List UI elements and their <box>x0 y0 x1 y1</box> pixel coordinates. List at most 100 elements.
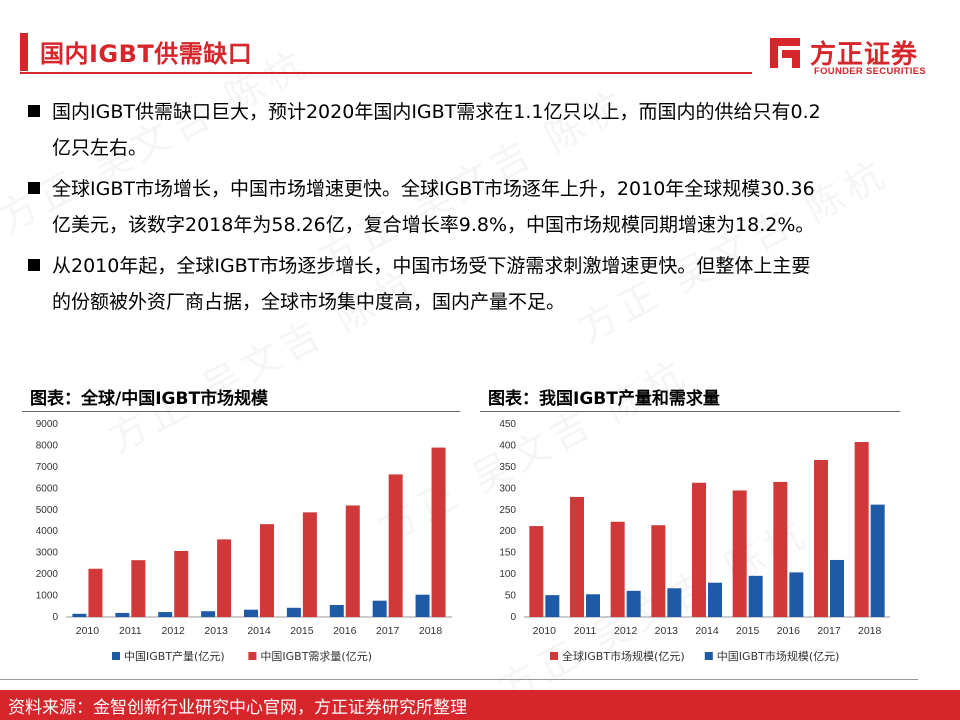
bar <box>388 474 403 617</box>
bar <box>789 572 804 617</box>
x-tick-label: 2014 <box>695 625 719 637</box>
y-tick-label: 200 <box>499 526 516 537</box>
chart-china-output-demand: 0 50 100 150 200 250 300 350 400 450 2010 2011 2012 2… <box>499 419 890 663</box>
bar <box>529 526 544 617</box>
page-title: 国内IGBT供需缺口 <box>40 40 253 68</box>
legend-swatch <box>112 652 120 660</box>
bar <box>651 525 666 617</box>
footer-bar: 资料来源：金智创新行业研究中心官网，方正证券研究所整理 <box>0 690 960 720</box>
chart-title-divider <box>480 411 900 412</box>
bar <box>174 550 189 617</box>
y-tick-label: 400 <box>499 440 516 451</box>
bar <box>748 575 763 617</box>
company-logo: 方正证券 FOUNDER SECURITIES <box>768 36 938 82</box>
bar <box>286 607 301 617</box>
logo-text-en: FOUNDER SECURITIES <box>814 66 927 77</box>
bullet-line: 亿美元，该数字2018年为58.26亿，复合增长率9.8%，中国市场规模同期增速… <box>52 214 815 236</box>
bar <box>667 588 682 617</box>
bar <box>72 613 87 617</box>
bar <box>158 612 173 617</box>
bullet-square-icon <box>28 259 40 271</box>
x-tick-label: 2012 <box>614 625 638 637</box>
bar <box>854 442 869 617</box>
x-tick-label: 2010 <box>533 625 557 637</box>
bullet-line: 亿只左右。 <box>52 137 148 159</box>
bullet-line: 全球IGBT市场增长，中国市场增速更快。全球IGBT市场逐年上升，2010年全球… <box>52 178 815 200</box>
chart-title-divider <box>22 411 460 412</box>
bar <box>570 496 584 617</box>
bar <box>692 482 706 617</box>
x-tick-label: 2011 <box>574 625 597 637</box>
bullet-item: 全球IGBT市场增长，中国市场增速更快。全球IGBT市场逐年上升，2010年全球… <box>22 171 902 243</box>
y-tick-label: 100 <box>499 569 516 580</box>
y-tick-label: 3000 <box>36 548 59 559</box>
x-tick-label: 2010 <box>76 625 100 637</box>
x-tick-label: 2014 <box>247 625 271 637</box>
bar <box>830 559 844 617</box>
legend-swatch <box>550 652 558 660</box>
bullet-item: 从2010年起，全球IGBT市场逐步增长，中国市场受下游需求刺激增速更快。但整体… <box>22 248 902 320</box>
bar <box>773 481 788 617</box>
x-tick-label: 2013 <box>204 625 228 637</box>
y-tick-label: 0 <box>510 612 516 623</box>
bar <box>302 512 317 617</box>
legend-label: 中国IGBT产量(亿元) <box>124 649 225 663</box>
bar <box>431 447 446 617</box>
bar <box>244 609 258 617</box>
bullet-square-icon <box>28 105 40 117</box>
bar <box>814 460 828 617</box>
legend-label: 全球IGBT市场规模(亿元) <box>562 649 685 663</box>
y-tick-label: 150 <box>499 548 516 559</box>
y-tick-label: 5000 <box>36 505 59 516</box>
bar <box>88 568 103 617</box>
title-accent-bar <box>20 33 28 71</box>
x-tick-label: 2017 <box>817 625 841 637</box>
x-tick-label: 2015 <box>736 625 760 637</box>
y-tick-label: 4000 <box>36 526 59 537</box>
bar <box>732 490 747 617</box>
y-tick-label: 250 <box>499 505 516 516</box>
bullet-line: 从2010年起，全球IGBT市场逐步增长，中国市场受下游需求刺激增速更快。但整体… <box>52 255 811 277</box>
chart-global-china-market: 0 1000 2000 3000 4000 5000 6000 7000 8000 9000 201… <box>36 419 452 663</box>
source-note: 资料来源：金智创新行业研究中心官网，方正证券研究所整理 <box>8 698 467 718</box>
x-tick-label: 2016 <box>777 625 801 637</box>
bar <box>131 560 146 617</box>
bar <box>415 594 430 617</box>
legend-label: 中国IGBT需求量(亿元) <box>260 650 372 663</box>
chart-title-left: 图表：全球/中国IGBT市场规模 <box>30 389 269 409</box>
bar <box>329 604 344 617</box>
y-tick-label: 300 <box>499 483 516 494</box>
y-tick-label: 450 <box>499 419 516 430</box>
bar <box>545 595 560 617</box>
bar <box>217 539 232 617</box>
bar <box>345 505 360 617</box>
x-tick-label: 2018 <box>419 625 443 637</box>
x-tick-label: 2015 <box>290 625 314 637</box>
legend-swatch <box>248 652 257 660</box>
bar <box>870 504 885 617</box>
y-tick-label: 7000 <box>36 462 59 473</box>
bar <box>372 600 387 617</box>
y-tick-label: 350 <box>499 462 516 473</box>
bar <box>260 524 274 617</box>
x-tick-label: 2013 <box>655 625 679 637</box>
bar <box>586 594 600 617</box>
y-tick-label: 8000 <box>36 440 59 451</box>
y-tick-label: 0 <box>52 612 58 623</box>
founder-logo-icon <box>770 38 800 68</box>
legend-swatch <box>704 652 713 660</box>
bullet-item: 国内IGBT供需缺口巨大，预计2020年国内IGBT需求在1.1亿只以上，而国内… <box>22 94 902 166</box>
x-tick-label: 2017 <box>376 625 400 637</box>
x-tick-label: 2018 <box>858 625 882 637</box>
bar <box>626 590 641 617</box>
bar <box>201 611 216 617</box>
y-tick-label: 9000 <box>36 419 59 430</box>
y-tick-label: 2000 <box>36 569 59 580</box>
y-tick-label: 1000 <box>36 591 59 602</box>
bullet-line: 国内IGBT供需缺口巨大，预计2020年国内IGBT需求在1.1亿只以上，而国内… <box>52 101 821 123</box>
bullet-line: 的份额被外资厂商占据，全球市场集中度高，国内产量不足。 <box>52 291 566 313</box>
legend-label: 中国IGBT市场规模(亿元) <box>717 649 840 663</box>
logo-text-cn: 方正证券 <box>810 40 919 70</box>
bar <box>708 582 722 617</box>
bullet-square-icon <box>28 182 40 194</box>
